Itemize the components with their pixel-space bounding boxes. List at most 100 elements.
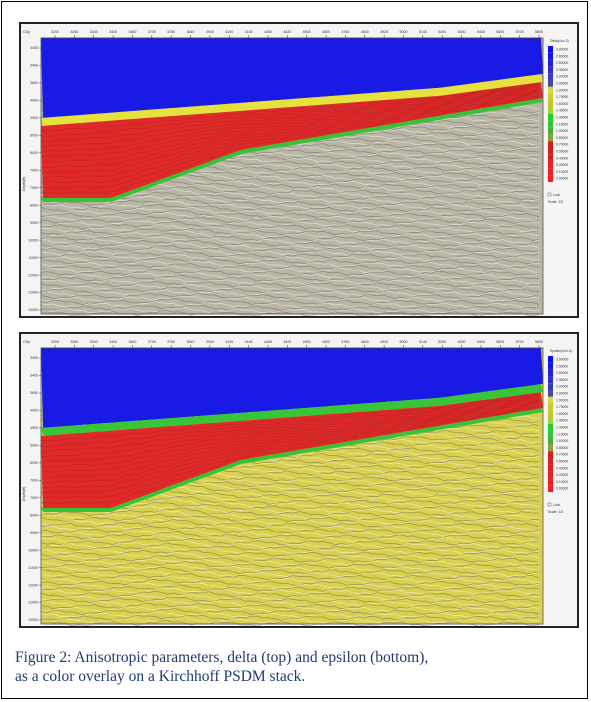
- legend-swatch: [548, 403, 553, 411]
- reflector-line: [40, 590, 540, 598]
- lock-checkbox[interactable]: [547, 192, 552, 197]
- depth-tick-label: 6000: [30, 151, 38, 155]
- red-unit-reflector: [40, 82, 540, 132]
- epsilon-overlay-panel: CDp 3200 3260 3340 3400 3460 3700 3780 3840 3940 4…: [19, 332, 579, 628]
- reflector-line: [40, 232, 540, 242]
- reflector-line: [40, 265, 540, 274]
- cdp-tick-label: 3260: [70, 340, 78, 344]
- legend-swatch: [548, 430, 553, 438]
- reflector-line: [40, 560, 540, 569]
- red-unit-reflector: [40, 87, 540, 148]
- reflector-line: [40, 587, 540, 595]
- red-unit-reflector: [40, 95, 540, 184]
- red-unit-reflector: [40, 394, 540, 447]
- legend-value: 2.20000: [556, 75, 568, 79]
- red-unit-reflector: [40, 84, 540, 137]
- reflector-line: [40, 248, 540, 256]
- cdp-tick-label: 5000: [399, 340, 407, 344]
- depth-tick-label: 5000: [30, 134, 38, 138]
- reflector-line: [40, 579, 540, 586]
- reflector-line: [40, 528, 539, 537]
- depth-tick-label: 7000: [30, 168, 38, 172]
- legend-value: 2.65000: [556, 54, 568, 58]
- depth-tick-label: 9000: [30, 221, 38, 225]
- legend-swatch: [548, 93, 553, 101]
- reflector-line: [40, 286, 540, 294]
- cdp-tick-label: 4760: [341, 30, 349, 34]
- reflector-line: [41, 531, 540, 540]
- reflector-line: [40, 558, 540, 566]
- legend-swatch: [548, 478, 553, 486]
- legend-value: 1.60000: [556, 102, 568, 106]
- legend-swatch: [548, 383, 553, 390]
- reflector-line: [40, 256, 540, 265]
- depth-axis-label: Depth(ft): [22, 176, 26, 192]
- legend-title: Epsilon(x1e-3): [550, 349, 572, 353]
- reflector-line: [40, 191, 540, 201]
- seafloor-band: [41, 74, 543, 126]
- reflector-line: [40, 208, 540, 218]
- reflector-line: [40, 197, 540, 207]
- cdp-tick-label: 5200: [438, 340, 446, 344]
- legend-value: 2.05000: [556, 392, 568, 396]
- cdp-tick-label: 4500: [303, 30, 311, 34]
- reflector-line: [40, 203, 540, 213]
- legend-swatch: [548, 141, 553, 148]
- legend-value: 1.90000: [556, 398, 568, 402]
- cdp-tick-label: 4420: [283, 340, 291, 344]
- green-rim: [41, 408, 543, 512]
- cdp-tick-label: 5700: [516, 340, 524, 344]
- cdp-tick-label: 4840: [361, 340, 369, 344]
- legend-swatch: [548, 451, 553, 458]
- legend-value: 0.85000: [556, 446, 568, 450]
- legend-swatch: [548, 362, 553, 370]
- lock-checkbox[interactable]: [547, 502, 552, 507]
- cdp-tick-label: 5140: [419, 30, 427, 34]
- reflector-line: [40, 575, 540, 584]
- cdp-tick-label: 4180: [245, 340, 253, 344]
- reflector-line: [40, 570, 540, 578]
- red-unit-reflector: [40, 404, 540, 489]
- reflector-line: [40, 298, 540, 306]
- cdp-tick-label: 5600: [496, 340, 504, 344]
- cdp-tick-label: 4500: [303, 340, 311, 344]
- legend-swatch: [548, 127, 553, 135]
- depth-tick-label: 4500: [30, 426, 38, 430]
- legend-swatch: [548, 59, 553, 67]
- legend-value: 1.90000: [556, 88, 568, 92]
- legend-value: 0.00000: [556, 487, 568, 491]
- cdp-axis: CDp 3200 3260 3340 3400 3460 3700 3780 3840 3940 4…: [23, 340, 543, 349]
- red-unit-reflector: [40, 398, 540, 463]
- reflector-line: [40, 224, 540, 233]
- reflector-line: [40, 304, 540, 311]
- depth-tick-label: 8000: [30, 203, 38, 207]
- depth-axis: 3400 3400 3600 4000 4500 5000 6000 7000 7000 8000…: [22, 356, 41, 622]
- reflector-line: [40, 518, 540, 528]
- legend-swatch: [548, 437, 553, 445]
- legend-value: 0.00000: [556, 177, 568, 181]
- reflector-line: [40, 195, 540, 204]
- cdp-tick-label: 5800: [535, 30, 543, 34]
- depth-tick-label: 8000: [30, 513, 38, 517]
- depth-tick-label: 4000: [30, 409, 38, 413]
- depth-tick-label: 3400: [30, 374, 38, 378]
- cdp-tick-label: 3260: [70, 30, 78, 34]
- legend-value: 2.35000: [556, 68, 568, 72]
- legend-swatch: [548, 396, 553, 404]
- scale-label: Scale: 1/3: [548, 510, 563, 514]
- cdp-tick-label: 3840: [187, 30, 195, 34]
- water-layer: [41, 38, 543, 118]
- reflector-line: [40, 510, 540, 520]
- cdp-tick-label: 5300: [458, 340, 466, 344]
- reflector-line: [40, 534, 540, 543]
- legend-value: 1.15000: [556, 122, 568, 126]
- red-unit-reflector: [40, 406, 540, 499]
- seismic-section: [40, 37, 544, 316]
- reflector-line: [40, 522, 540, 531]
- legend-swatch: [548, 107, 553, 114]
- lock-label: Lock: [553, 503, 560, 507]
- cdp-tick-label: 4600: [322, 340, 330, 344]
- reflector-line: [40, 228, 540, 236]
- reflector-line: [40, 260, 540, 268]
